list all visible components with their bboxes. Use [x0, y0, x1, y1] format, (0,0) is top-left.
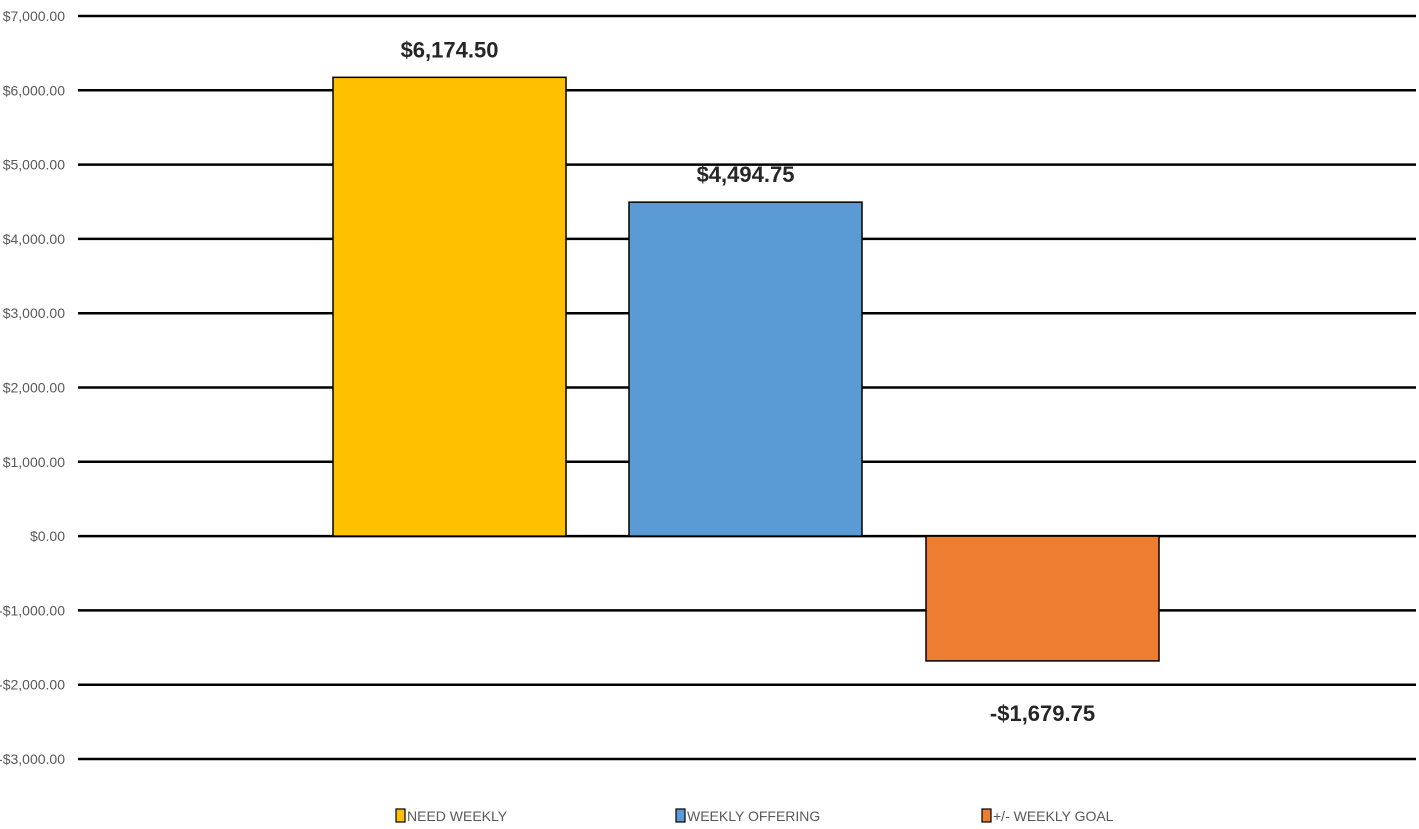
data-label: $6,174.50: [401, 37, 499, 62]
legend-label: NEED WEEKLY: [407, 808, 508, 824]
y-tick-label: -$1,000.00: [0, 602, 65, 618]
y-tick-label: $4,000.00: [3, 231, 65, 247]
y-tick-label: $1,000.00: [3, 454, 65, 470]
y-tick-label: $7,000.00: [3, 8, 65, 24]
legend-swatch: [981, 808, 992, 823]
legend-label: +/- WEEKLY GOAL: [993, 808, 1114, 824]
y-tick-label: $0.00: [30, 528, 65, 544]
data-labels: $6,174.50 $4,494.75 -$1,679.75: [401, 37, 1096, 726]
data-label: -$1,679.75: [990, 701, 1095, 726]
legend-label: WEEKLY OFFERING: [687, 808, 820, 824]
legend-swatch: [675, 808, 686, 823]
y-tick-label: -$2,000.00: [0, 677, 65, 693]
bar-3: [925, 535, 1160, 662]
legend-swatch: [395, 808, 406, 823]
y-tick-label: $3,000.00: [3, 305, 65, 321]
data-label: $4,494.75: [697, 162, 795, 187]
bar-1: [332, 76, 567, 537]
bar-2: [628, 201, 863, 537]
y-tick-label: $6,000.00: [3, 82, 65, 98]
legend: NEED WEEKLY WEEKLY OFFERING +/- WEEKLY GOA…: [395, 808, 1114, 824]
y-axis-tick-labels: $7,000.00 $6,000.00 $5,000.00 $4,000.00 $3,0…: [0, 8, 65, 767]
y-tick-label: $2,000.00: [3, 380, 65, 396]
bars: [332, 76, 1160, 662]
y-tick-label: $5,000.00: [3, 157, 65, 173]
y-tick-label: -$3,000.00: [0, 751, 65, 767]
